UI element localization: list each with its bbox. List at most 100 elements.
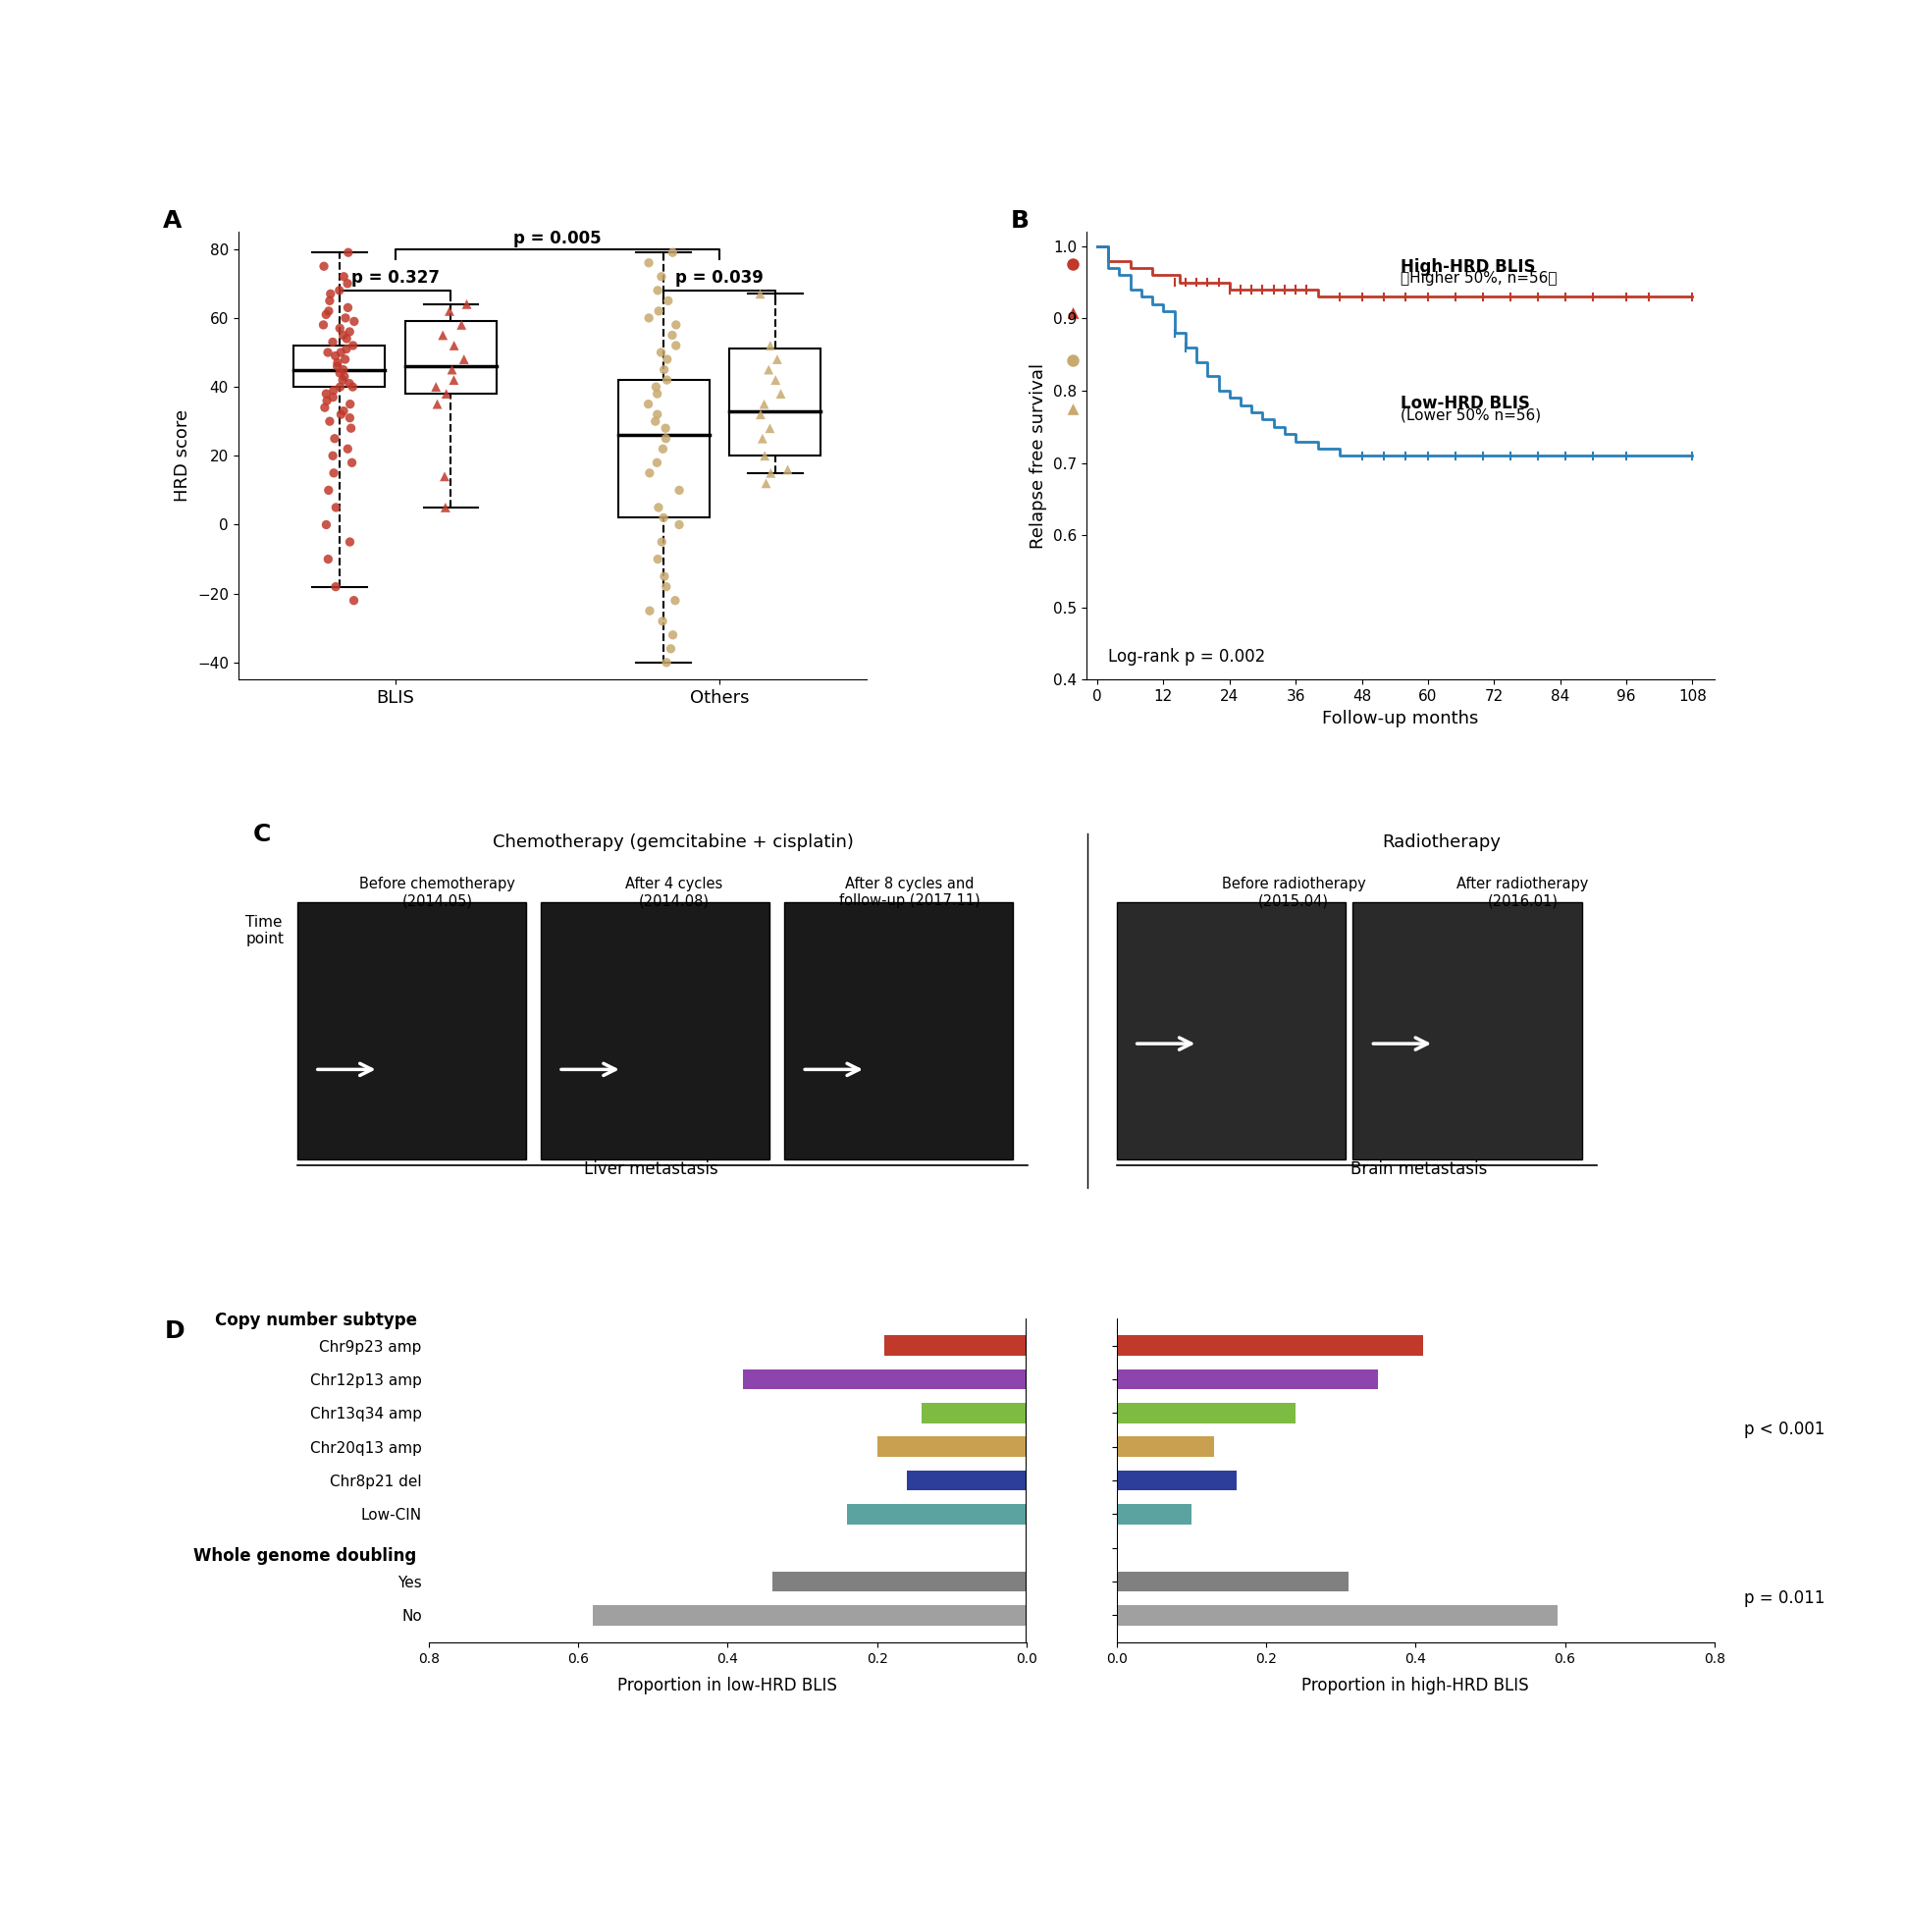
Bar bbox=[785, 902, 1013, 1159]
Point bbox=[337, 446, 368, 477]
Point bbox=[652, 344, 682, 375]
Point bbox=[331, 269, 362, 299]
Bar bbox=[907, 1470, 1027, 1490]
Text: D: D bbox=[164, 1320, 185, 1343]
Point bbox=[318, 383, 349, 413]
Point bbox=[642, 274, 672, 305]
Point bbox=[316, 278, 347, 309]
Point bbox=[652, 423, 682, 454]
Point bbox=[751, 468, 781, 498]
Bar bbox=[297, 902, 526, 1159]
Text: C: C bbox=[253, 823, 271, 846]
Point bbox=[328, 321, 358, 352]
Point bbox=[661, 330, 692, 361]
Point bbox=[421, 371, 451, 402]
Point bbox=[661, 309, 692, 340]
Text: Log-rank p = 0.002: Log-rank p = 0.002 bbox=[1109, 647, 1265, 667]
Point bbox=[657, 238, 688, 269]
Point bbox=[438, 330, 469, 361]
Text: p < 0.001: p < 0.001 bbox=[1745, 1422, 1825, 1439]
Point bbox=[312, 475, 343, 506]
Point bbox=[665, 475, 695, 506]
Text: Radiotherapy: Radiotherapy bbox=[1381, 835, 1501, 852]
Point bbox=[423, 388, 453, 419]
Bar bbox=[1116, 1470, 1236, 1490]
Point bbox=[640, 406, 671, 437]
Text: (Lower 50% n=56): (Lower 50% n=56) bbox=[1400, 408, 1541, 423]
Point bbox=[754, 413, 785, 444]
X-axis label: Proportion in low-HRD BLIS: Proportion in low-HRD BLIS bbox=[617, 1677, 838, 1694]
Point bbox=[335, 388, 366, 419]
Point bbox=[434, 296, 465, 327]
Text: Chemotherapy (gemcitabine + cisplatin): Chemotherapy (gemcitabine + cisplatin) bbox=[493, 835, 853, 852]
Text: Brain metastasis: Brain metastasis bbox=[1351, 1159, 1488, 1179]
Point bbox=[328, 354, 358, 384]
Point bbox=[745, 278, 775, 309]
Text: Before radiotherapy
(2015.04): Before radiotherapy (2015.04) bbox=[1221, 877, 1366, 908]
Point bbox=[318, 375, 349, 406]
Point bbox=[450, 344, 480, 375]
Point bbox=[436, 354, 467, 384]
Point bbox=[320, 340, 351, 371]
Point bbox=[754, 330, 785, 361]
Point bbox=[446, 309, 476, 340]
Point bbox=[665, 510, 695, 541]
Bar bbox=[876, 1437, 1027, 1457]
Point bbox=[320, 572, 351, 603]
Point bbox=[337, 330, 368, 361]
Bar bbox=[1116, 902, 1345, 1159]
Point bbox=[309, 251, 339, 282]
Point bbox=[652, 365, 682, 396]
Point bbox=[747, 423, 777, 454]
Point bbox=[632, 388, 663, 419]
Point bbox=[431, 379, 461, 410]
Text: Before chemotherapy
(2014.05): Before chemotherapy (2014.05) bbox=[360, 877, 516, 908]
Point bbox=[646, 527, 676, 558]
Point bbox=[642, 400, 672, 431]
Point bbox=[762, 344, 792, 375]
Bar bbox=[848, 1503, 1027, 1524]
Bar bbox=[922, 1403, 1027, 1424]
Point bbox=[644, 493, 674, 524]
Point bbox=[634, 247, 665, 278]
Point bbox=[333, 238, 364, 269]
Point bbox=[640, 371, 671, 402]
Point bbox=[318, 440, 349, 471]
Point bbox=[650, 413, 680, 444]
Point bbox=[648, 433, 678, 464]
Bar bbox=[730, 350, 821, 456]
Point bbox=[320, 423, 351, 454]
Point bbox=[330, 303, 360, 334]
Text: Time
point: Time point bbox=[246, 914, 284, 947]
Point bbox=[429, 462, 459, 493]
Bar bbox=[1353, 902, 1581, 1159]
Point bbox=[318, 327, 349, 357]
X-axis label: Proportion in high-HRD BLIS: Proportion in high-HRD BLIS bbox=[1301, 1677, 1530, 1694]
Bar bbox=[1116, 1370, 1377, 1389]
Text: Copy number subtype: Copy number subtype bbox=[215, 1312, 417, 1329]
Point bbox=[314, 286, 345, 317]
Point bbox=[324, 313, 354, 344]
Point bbox=[642, 446, 672, 477]
Text: After 4 cycles
(2014.08): After 4 cycles (2014.08) bbox=[625, 877, 722, 908]
Point bbox=[451, 288, 482, 319]
Point bbox=[335, 413, 366, 444]
Point bbox=[322, 352, 352, 383]
Bar bbox=[1116, 1335, 1423, 1356]
X-axis label: Follow-up months: Follow-up months bbox=[1322, 709, 1478, 726]
Point bbox=[328, 261, 358, 292]
Text: p = 0.005: p = 0.005 bbox=[512, 230, 602, 247]
Point bbox=[646, 261, 676, 292]
Point bbox=[657, 620, 688, 651]
Text: （Higher 50%, n=56）: （Higher 50%, n=56） bbox=[1400, 270, 1556, 286]
Point bbox=[1105, 1153, 1128, 1177]
Point bbox=[652, 572, 682, 603]
Point bbox=[749, 440, 779, 471]
Bar bbox=[772, 1571, 1027, 1592]
Point bbox=[646, 336, 676, 367]
Point bbox=[312, 543, 343, 574]
Text: High-HRD BLIS: High-HRD BLIS bbox=[1400, 257, 1535, 276]
Text: p = 0.011: p = 0.011 bbox=[1745, 1590, 1825, 1607]
Point bbox=[326, 336, 356, 367]
Point bbox=[330, 344, 360, 375]
